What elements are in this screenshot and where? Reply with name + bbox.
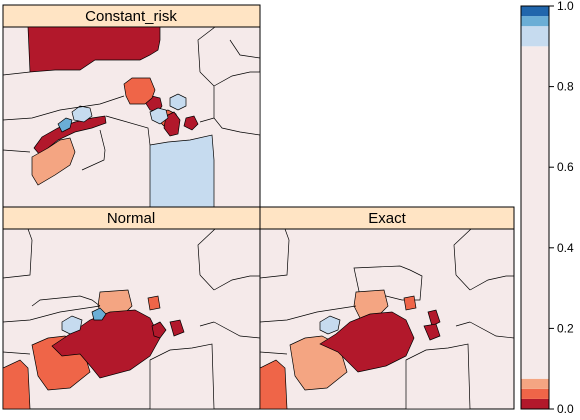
colorbar-tick-label: 0.4	[557, 241, 574, 255]
colorbar-legend: 0.0 0.2 0.4 0.6 0.8 1.0	[520, 0, 574, 416]
region-south-east-blue	[405, 343, 471, 409]
region-north-small-blue	[169, 93, 187, 111]
panel-title: Normal	[107, 210, 155, 227]
panel-constant-risk: Constant_risk	[2, 4, 261, 208]
region-center-dark	[319, 311, 415, 373]
region-tiny-red	[423, 323, 441, 341]
region-left-blue-dark	[57, 117, 73, 133]
map-regions	[3, 27, 260, 207]
region-small-red	[169, 319, 185, 337]
region-left-blue	[319, 315, 341, 335]
colorbar-band	[521, 16, 549, 27]
region-small-red	[427, 309, 441, 327]
region-west-south	[31, 137, 76, 186]
panel-title: Exact	[368, 210, 406, 227]
colorbar-band	[521, 6, 549, 17]
region-south-east-blue	[149, 134, 215, 207]
region-east-light-blue	[213, 71, 260, 136]
colorbar-band	[521, 26, 549, 47]
region-nw-block	[27, 27, 161, 73]
panel-normal: Normal	[2, 206, 261, 410]
region-south-east-blue	[149, 343, 215, 409]
colorbar-band	[521, 388, 549, 399]
colorbar-band	[521, 378, 549, 389]
region-small-red	[183, 115, 199, 131]
colorbar-frame	[520, 5, 550, 410]
region-north-peak	[123, 77, 156, 105]
colorbar-tick-label: 0.8	[557, 80, 574, 94]
colorbar-tick-label: 0.0	[557, 402, 574, 416]
panel-exact: Exact	[259, 206, 515, 410]
colorbar-tick-label: 0.2	[557, 321, 574, 335]
region-left-blue	[71, 105, 93, 123]
region-west-big	[3, 359, 31, 409]
colorbar-ticks: 0.0 0.2 0.4 0.6 0.8 1.0	[549, 0, 574, 416]
colorbar-tick-label: 0.6	[557, 160, 574, 174]
colorbar-band	[521, 398, 549, 409]
region-north-small	[403, 295, 417, 311]
colorbar-bands	[521, 6, 549, 409]
region-mid-blue	[149, 107, 169, 125]
map-regions	[3, 229, 260, 409]
region-left-blue	[61, 315, 83, 335]
colorbar-band	[521, 46, 549, 379]
region-north-small	[147, 295, 161, 311]
region-left-blue-dark	[91, 307, 107, 321]
map-regions	[260, 229, 514, 409]
colorbar-tick-label: 1.0	[557, 0, 574, 13]
panel-title: Constant_risk	[85, 8, 177, 25]
region-west-big	[260, 359, 288, 409]
region-tiny-red	[151, 321, 167, 339]
